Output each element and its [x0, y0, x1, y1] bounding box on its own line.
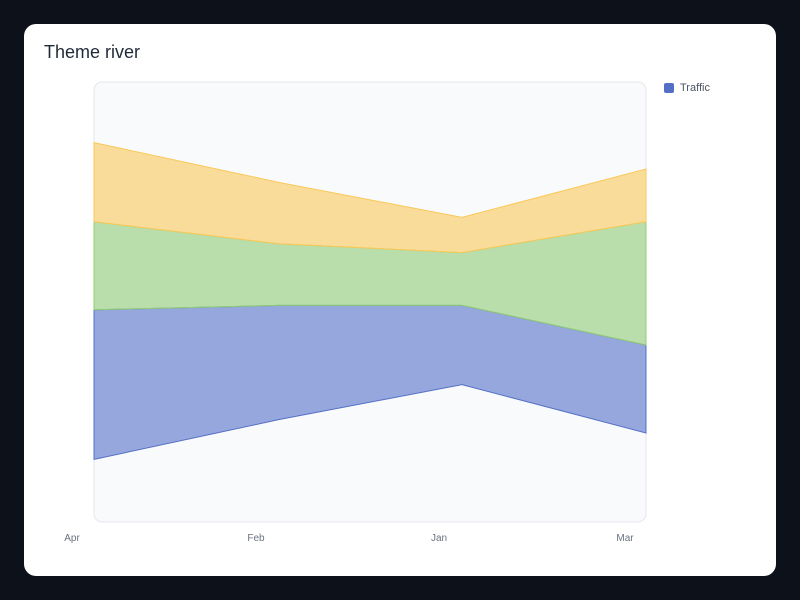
- legend[interactable]: Traffic: [664, 82, 710, 94]
- chart-title: Theme river: [44, 42, 141, 62]
- legend-swatch-traffic: [664, 83, 674, 93]
- x-tick-label: Feb: [247, 533, 265, 544]
- chart-card: Theme river Traffic Apr Feb Jan Mar: [24, 24, 776, 576]
- x-tick-label: Apr: [64, 533, 80, 544]
- x-tick-label: Mar: [616, 533, 634, 544]
- x-axis-ticks: Apr Feb Jan Mar: [64, 533, 634, 544]
- stream-layers: [93, 141, 647, 461]
- theme-river-chart: Apr Feb Jan Mar: [64, 81, 647, 544]
- stream-layer-3[interactable]: [93, 141, 647, 254]
- legend-label-traffic: Traffic: [680, 82, 710, 94]
- x-tick-label: Jan: [431, 533, 447, 544]
